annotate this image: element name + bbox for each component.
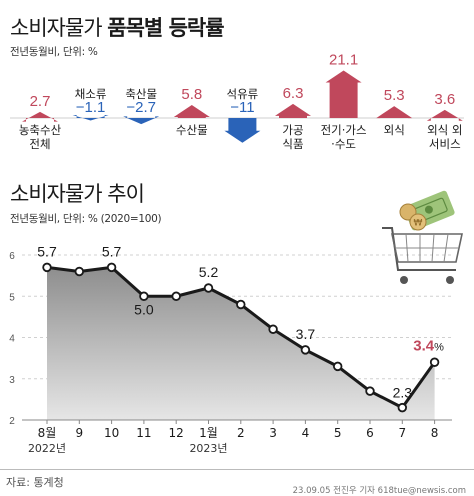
trend-point-11 [397,402,407,413]
bar-value-label-7: 5.3 [384,87,405,104]
trend-highlight-suffix: % [434,341,444,353]
x-tick-label-8: 4 [302,426,310,440]
section1-title: 소비자물가 품목별 등락률 [10,12,225,42]
shopping-cart-icon: ₩ [382,190,463,284]
trend-point-label-5: 5.2 [199,264,219,280]
y-tick-label-4: 6 [9,251,15,262]
bar-value-label-1: −1.1 [76,99,106,116]
footer-divider [0,469,474,470]
x-tick-label-5: 1월 [199,426,218,440]
trend-point-5 [203,283,214,293]
bar-category-label-4: 석유류 [227,87,259,101]
y-tick-label-1: 3 [9,375,15,386]
bar-category-label-0: 농축수산 전체 [19,123,62,151]
svg-text:₩: ₩ [414,219,423,229]
trend-point-12 [429,357,440,367]
bar-arrow-3 [173,104,210,118]
y-tick-label-3: 5 [9,292,15,303]
bar-arrow-1 [72,114,109,121]
bar-value-label-3: 5.8 [181,86,202,103]
x-tick-label-1: 9 [75,426,83,440]
x-tick-label-11: 7 [398,426,406,440]
bar-arrow-4 [224,118,261,143]
x-tick-label-7: 3 [269,426,277,440]
x-tick-label-12: 8 [431,426,439,440]
trend-point-7 [268,324,278,334]
bar-category-label-6: 전기·가스 ·수도 [321,123,367,151]
trend-point-label-8: 3.7 [296,326,316,342]
bar-arrow-8 [426,109,463,121]
bar-value-label-2: −2.7 [126,99,156,116]
trend-point-3 [139,291,149,301]
bar-value-label-4: −11 [230,99,254,116]
y-tick-label-0: 2 [9,416,15,427]
trend-point-8 [300,345,311,355]
source-note: 자료: 통계청 [6,476,64,489]
bar-category-label-7: 외식 [384,123,405,137]
x-tick-label-4: 12 [169,426,184,440]
section2-title: 소비자물가 추이 [10,182,145,206]
trend-point-2 [106,262,117,273]
x-tick-label-0: 8월 [38,426,57,440]
trend-point-label-3: 5.0 [134,301,154,317]
bar-arrow-6 [325,70,362,118]
credit-note: 23.09.05 전진우 기자 618tue@newsis.com [292,486,466,496]
bar-value-label-8: 3.6 [434,91,455,108]
bar-value-label-6: 21.1 [329,52,358,69]
trend-area [47,267,435,420]
trend-point-6 [236,299,246,310]
trend-point-4 [171,291,181,301]
trend-point-label-0: 5.7 [37,243,57,259]
trend-point-1 [74,266,84,277]
section1-unit: 전년동월비, 단위: % [10,46,98,58]
x-tick-label-3: 11 [136,426,151,440]
bar-value-label-5: 6.3 [283,85,304,102]
section2-unit: 전년동월비, 단위: % (2020=100) [10,213,162,225]
bar-arrow-2 [123,116,160,125]
cpi-trend-chart: 2 3 4 5 6 8월 5.7 9 10 5.7 11 5.0 12 1월 5.2 2 3 4 3.7 5 6 7 2.3… [9,243,452,455]
bar-category-label-5: 가공 식품 [282,123,303,151]
x-tick-label-2: 10 [104,426,119,440]
trend-point-label-2: 5.7 [102,243,122,259]
bar-category-label-8: 외식 외 서비스 [427,123,462,151]
bar-category-label-1: 채소류 [75,87,107,101]
bar-category-label-2: 축산물 [125,87,157,101]
trend-point-label-12: 3.4% [413,337,444,354]
trend-point-10 [365,386,375,396]
y-tick-label-2: 4 [9,334,15,345]
trend-point-0 [42,262,52,273]
trend-point-9 [333,361,343,372]
trend-point-label-11: 2.3 [393,385,413,401]
bar-arrow-7 [376,106,413,119]
bar-value-label-0: 2.7 [30,93,51,110]
bar-category-label-3: 수산물 [176,123,208,137]
section1-title-plain: 소비자물가 [10,16,103,40]
x-tick-label-10: 6 [366,426,374,440]
section1-title-bold: 품목별 등락률 [107,16,224,40]
bar-arrow-5 [275,103,311,118]
x-tick-label-9: 5 [334,426,342,440]
bar-arrow-0 [22,111,58,122]
x-tick-label-6: 2 [237,426,245,440]
year-label-2022: 2022년 [28,442,66,455]
year-label-2023: 2023년 [189,442,227,455]
